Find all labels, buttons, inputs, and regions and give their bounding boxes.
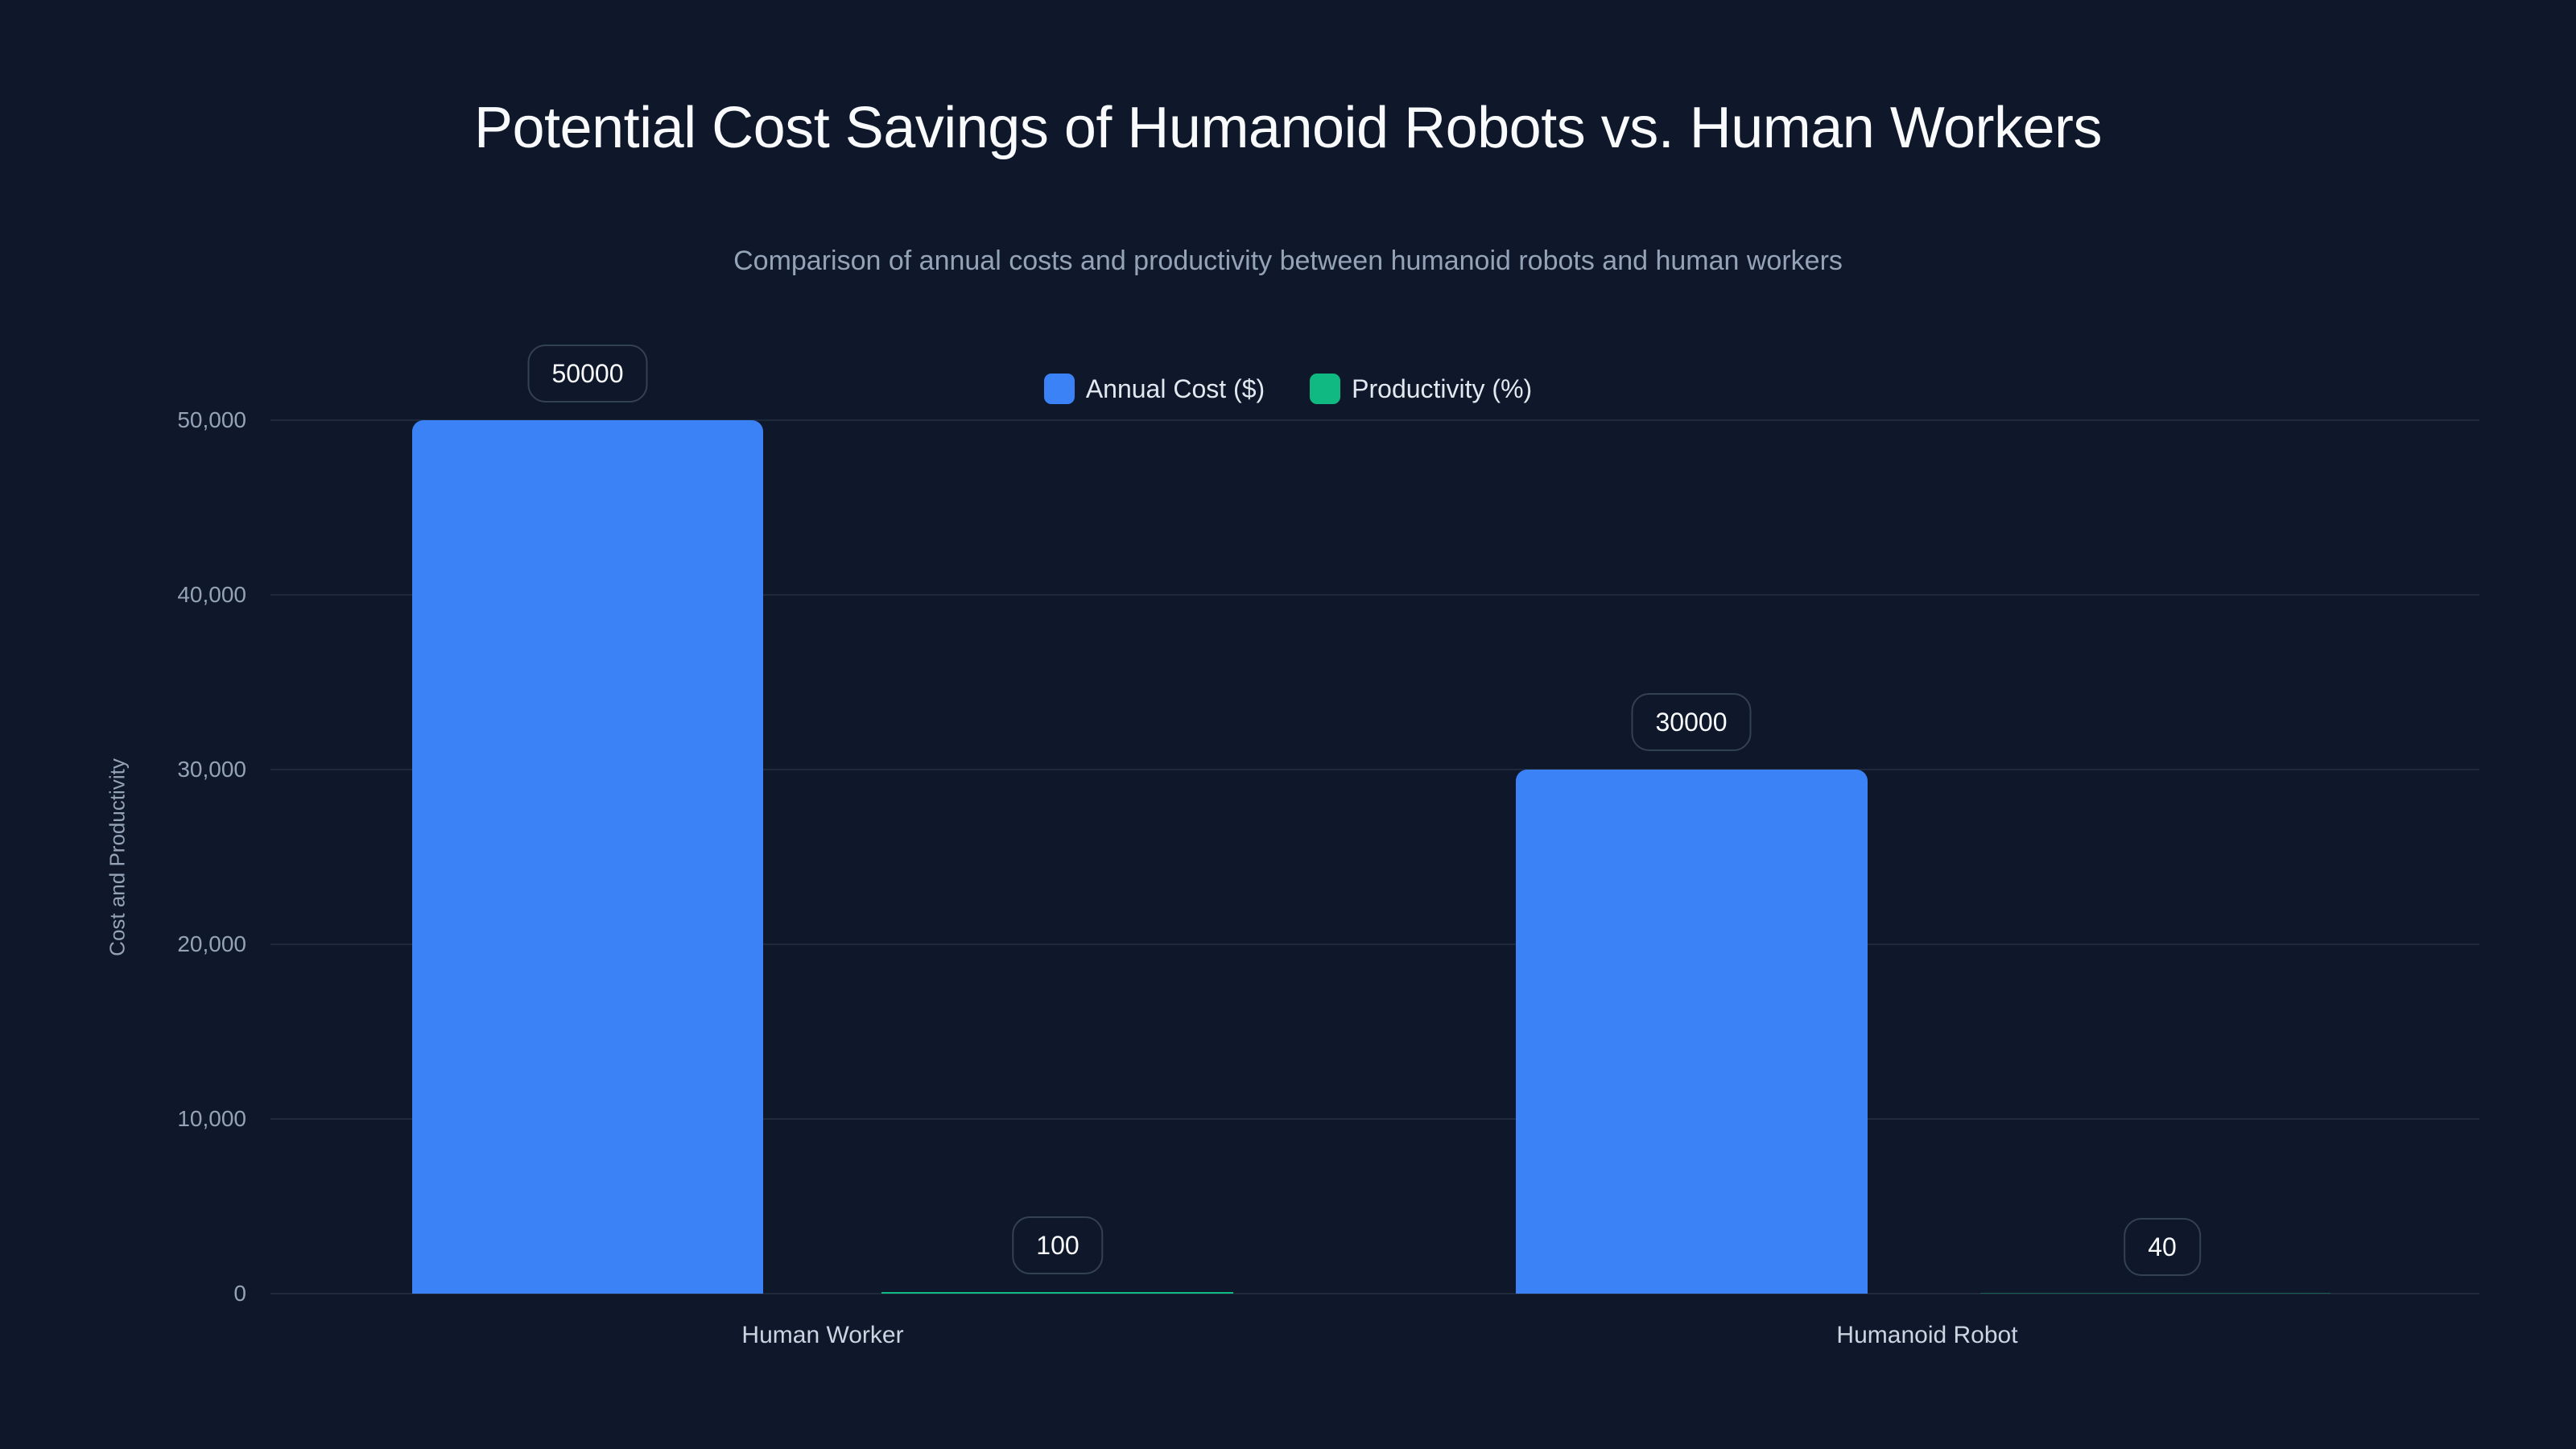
- gridline-20000: [270, 943, 2479, 945]
- value-label-humanoid-robot-cost: 30000: [1631, 693, 1752, 751]
- y-tick-20000: 20,000: [177, 931, 246, 956]
- x-tick-human-worker: Human Worker: [741, 1322, 904, 1348]
- gridline-10000: [270, 1118, 2479, 1120]
- plot-area: [270, 419, 2479, 1294]
- legend-label-annual-cost: Annual Cost ($): [1085, 374, 1265, 403]
- y-tick-30000: 30,000: [177, 757, 246, 782]
- legend-item-annual-cost[interactable]: Annual Cost ($): [1043, 374, 1265, 404]
- value-label-human-worker-cost: 50000: [527, 345, 648, 402]
- gridline-30000: [270, 769, 2479, 770]
- legend-swatch-productivity-icon: [1310, 374, 1341, 404]
- legend-label-productivity: Productivity (%): [1352, 374, 1533, 403]
- gridline-50000: [270, 419, 2479, 421]
- y-axis-label: Cost and Productivity: [105, 758, 130, 956]
- bar-human-worker-annual-cost[interactable]: [412, 420, 763, 1294]
- y-tick-0: 0: [233, 1281, 246, 1306]
- bar-humanoid-robot-productivity[interactable]: [1980, 1293, 2330, 1294]
- gridline-0-baseline: [270, 1293, 2479, 1294]
- value-label-humanoid-robot-productivity: 40: [2124, 1218, 2201, 1276]
- legend: Annual Cost ($) Productivity (%): [0, 374, 2576, 404]
- legend-swatch-cost-icon: [1043, 374, 1075, 404]
- y-tick-50000: 50,000: [177, 407, 246, 432]
- chart-subtitle: Comparison of annual costs and productiv…: [733, 246, 1843, 276]
- y-tick-40000: 40,000: [177, 582, 246, 607]
- value-label-human-worker-productivity: 100: [1012, 1216, 1104, 1274]
- bar-human-worker-productivity[interactable]: [881, 1292, 1233, 1294]
- y-tick-10000: 10,000: [177, 1106, 246, 1131]
- chart-title: Potential Cost Savings of Humanoid Robot…: [473, 96, 2103, 160]
- x-tick-humanoid-robot: Humanoid Robot: [1836, 1322, 2018, 1348]
- legend-item-productivity[interactable]: Productivity (%): [1310, 374, 1532, 404]
- gridline-40000: [270, 594, 2479, 596]
- bar-humanoid-robot-annual-cost[interactable]: [1516, 770, 1868, 1294]
